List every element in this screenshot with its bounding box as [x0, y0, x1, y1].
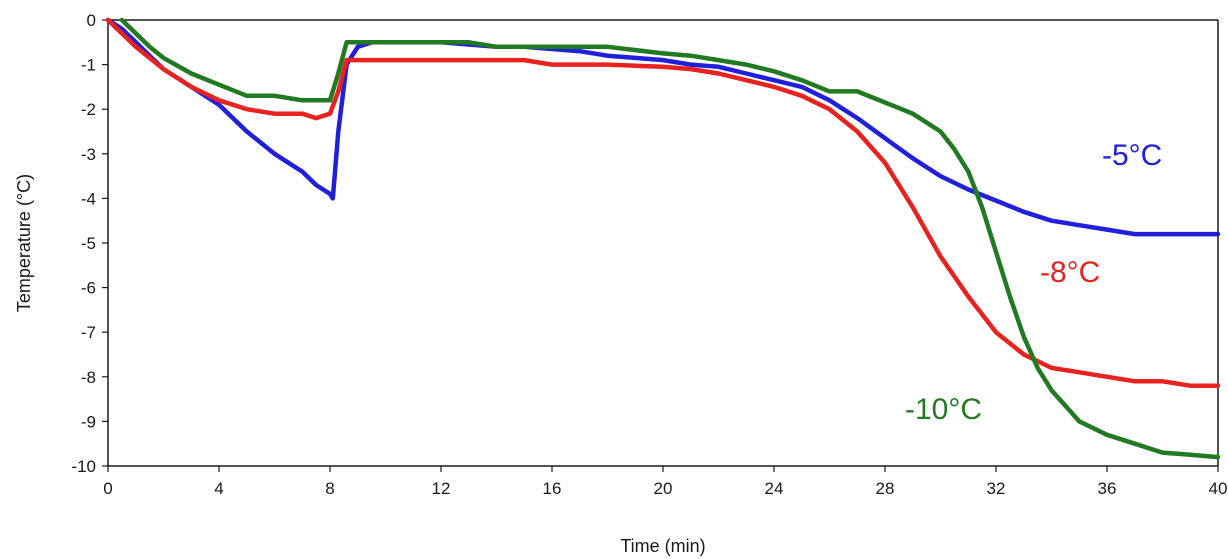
y-tick-label: -10 — [71, 457, 96, 476]
x-tick-label: 28 — [876, 479, 895, 498]
series-line-minus5 — [105, 17, 1221, 237]
y-tick-label: -4 — [81, 189, 96, 208]
x-tick-label: 4 — [214, 479, 223, 498]
y-tick-label: -1 — [81, 56, 96, 75]
y-tick-label: -7 — [81, 323, 96, 342]
y-tick-label: -2 — [81, 100, 96, 119]
series-line-minus8 — [105, 17, 1221, 388]
x-axis-title: Time (min) — [620, 536, 705, 556]
y-tick-label: -3 — [81, 145, 96, 164]
x-tick-label: 40 — [1209, 479, 1228, 498]
x-tick-label: 16 — [543, 479, 562, 498]
series-lines — [105, 17, 1221, 460]
y-tick-label: -6 — [81, 279, 96, 298]
x-tick-label: 24 — [765, 479, 784, 498]
x-tick-label: 36 — [1098, 479, 1117, 498]
y-tick-label: -5 — [81, 234, 96, 253]
y-axis-ticks: 0 -1 -2 -3 -4 -5 -6 -7 -8 -9 -10 — [71, 11, 108, 476]
y-tick-label: -9 — [81, 412, 96, 431]
x-tick-label: 20 — [654, 479, 673, 498]
x-axis-ticks: 0 4 8 12 16 20 24 28 32 36 40 — [103, 466, 1227, 498]
x-tick-label: 8 — [325, 479, 334, 498]
series-label-minus5: -5°C — [1102, 139, 1162, 172]
x-tick-label: 0 — [103, 479, 112, 498]
x-tick-label: 32 — [987, 479, 1006, 498]
y-tick-label: 0 — [87, 11, 96, 30]
series-line-minus10 — [119, 17, 1221, 460]
y-axis-title: Temperature (°C) — [14, 174, 34, 312]
series-label-minus8: -8°C — [1040, 256, 1100, 289]
series-label-minus10: -10°C — [905, 393, 982, 426]
plot-area — [107, 19, 1219, 467]
y-tick-label: -8 — [81, 368, 96, 387]
x-tick-label: 12 — [432, 479, 451, 498]
